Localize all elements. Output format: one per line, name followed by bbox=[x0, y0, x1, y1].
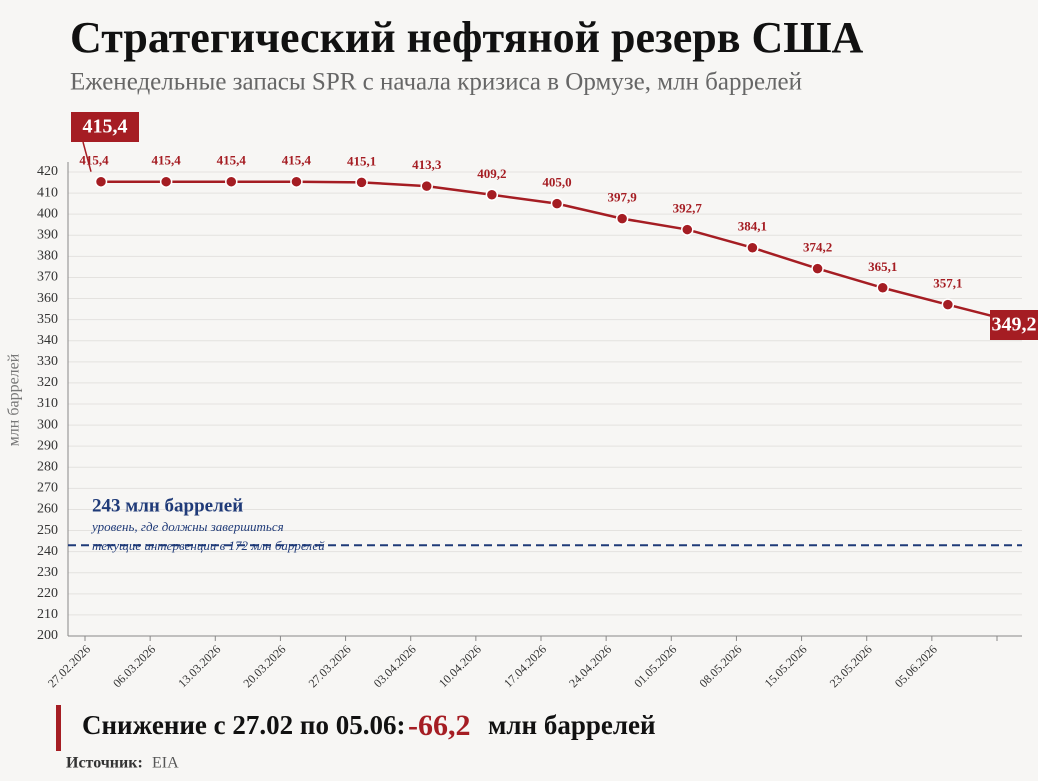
point bbox=[746, 241, 759, 254]
y-tick-label: 270 bbox=[37, 481, 58, 496]
point bbox=[681, 223, 694, 236]
reference-note: уровень, где должны завершиться bbox=[90, 519, 284, 534]
reference-label: 243 млн баррелей bbox=[92, 495, 243, 516]
y-tick-label: 310 bbox=[37, 396, 58, 411]
point bbox=[941, 298, 955, 311]
y-tick-label: 250 bbox=[37, 523, 58, 538]
source-label: Источник: bbox=[66, 755, 143, 772]
chart-subtitle: Еженедельные запасы SPR с начала кризиса… bbox=[70, 69, 802, 96]
point bbox=[811, 262, 824, 275]
y-tick-label: 340 bbox=[37, 333, 58, 348]
y-tick-label: 400 bbox=[37, 206, 58, 221]
point bbox=[550, 197, 564, 210]
point bbox=[485, 188, 499, 202]
reference-note: текущие интервенции в 172 млн баррелей bbox=[92, 538, 325, 553]
callout-label: 415,4 bbox=[83, 116, 128, 138]
y-tick-label: 200 bbox=[37, 628, 58, 643]
y-tick-label: 360 bbox=[37, 291, 58, 306]
point bbox=[615, 212, 629, 225]
y-tick-label: 370 bbox=[37, 270, 58, 285]
y-tick-label: 220 bbox=[37, 586, 58, 601]
value-label: 415,4 bbox=[217, 153, 247, 168]
value-label: 357,1 bbox=[933, 276, 962, 291]
summary-unit: млн баррелей bbox=[488, 710, 656, 740]
y-tick-label: 410 bbox=[37, 185, 58, 200]
y-tick-label: 260 bbox=[37, 502, 58, 517]
point bbox=[355, 176, 368, 189]
point bbox=[876, 281, 889, 295]
y-tick-label: 230 bbox=[37, 565, 58, 580]
y-tick-label: 380 bbox=[37, 249, 58, 264]
y-tick-label: 390 bbox=[37, 227, 58, 242]
value-label: 374,2 bbox=[803, 240, 832, 255]
value-label: 392,7 bbox=[673, 201, 703, 216]
callout-label: 349,2 bbox=[992, 314, 1037, 336]
y-tick-label: 330 bbox=[37, 354, 58, 369]
point bbox=[94, 175, 108, 188]
value-label: 384,1 bbox=[738, 219, 767, 234]
point bbox=[290, 175, 303, 188]
y-tick-label: 240 bbox=[37, 544, 58, 559]
y-tick-label: 420 bbox=[37, 164, 58, 179]
y-axis-label: млн баррелей bbox=[6, 353, 23, 446]
y-tick-label: 300 bbox=[37, 417, 58, 432]
y-tick-label: 350 bbox=[37, 312, 58, 327]
y-tick-label: 280 bbox=[37, 459, 58, 474]
summary-value: -66,2 bbox=[408, 709, 471, 742]
callout-box bbox=[990, 310, 1038, 340]
point bbox=[225, 175, 238, 188]
callout-box bbox=[71, 112, 139, 142]
summary-text: Снижение с 27.02 по 05.06: bbox=[82, 710, 405, 740]
source-text: EIA bbox=[152, 755, 179, 772]
value-label: 415,4 bbox=[282, 153, 312, 168]
value-label: 365,1 bbox=[868, 259, 897, 274]
value-label: 405,0 bbox=[542, 175, 571, 190]
value-label: 413,3 bbox=[412, 157, 442, 172]
value-label: 409,2 bbox=[477, 166, 506, 181]
value-label: 415,4 bbox=[152, 153, 182, 168]
y-tick-label: 320 bbox=[37, 375, 58, 390]
point bbox=[159, 175, 173, 188]
y-tick-label: 210 bbox=[37, 607, 58, 622]
value-label: 415,1 bbox=[347, 153, 376, 168]
chart-title: Стратегический нефтяной резерв США bbox=[70, 13, 864, 62]
y-tick-label: 290 bbox=[37, 438, 58, 453]
summary-bar bbox=[56, 705, 61, 751]
value-label: 415,4 bbox=[79, 153, 109, 168]
value-label: 397,9 bbox=[608, 190, 638, 205]
callout-pointer bbox=[82, 141, 92, 172]
point bbox=[420, 179, 433, 193]
